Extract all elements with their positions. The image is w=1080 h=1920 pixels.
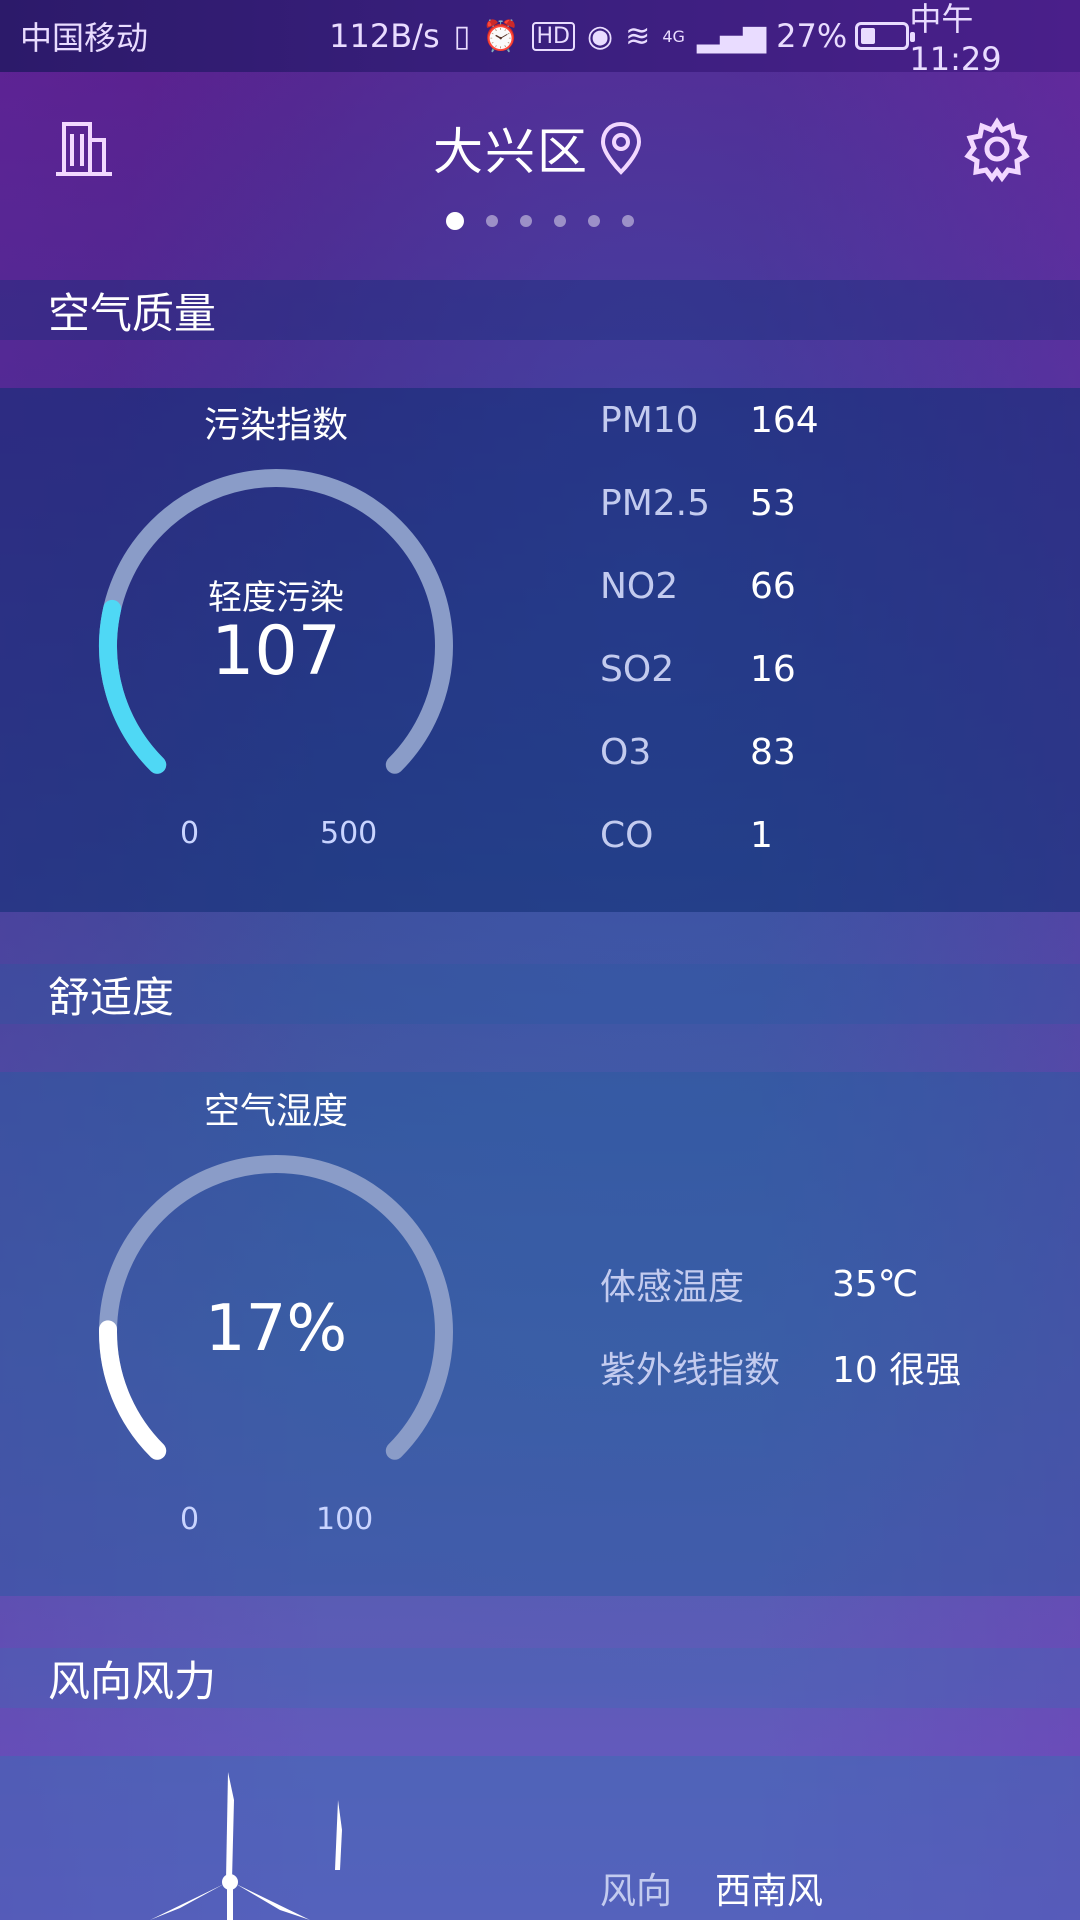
page-dot-4[interactable] (554, 215, 566, 227)
page-dot-3[interactable] (520, 215, 532, 227)
comfort-row-feels-like: 体感温度 35℃ (600, 1256, 1030, 1312)
aqi-gauge: 轻度污染 107 0 500 (96, 466, 456, 856)
humidity-gauge: 17% 0 100 (96, 1152, 456, 1542)
location-title[interactable]: 大兴区 (433, 123, 589, 181)
aqi-max: 500 (320, 816, 378, 851)
humidity-gauge-label: 空气湿度 (203, 1091, 348, 1132)
comfort-name: 体感温度 (600, 1267, 745, 1308)
pollutant-row-so2: SO2 16 (600, 641, 1030, 697)
building-icon[interactable] (48, 114, 118, 184)
pollutant-row-pm25: PM2.5 53 (600, 475, 1030, 531)
alarm-icon: ⏰ (482, 18, 520, 54)
comfort-name: 紫外线指数 (600, 1350, 781, 1391)
pollutant-name: CO (600, 814, 654, 856)
status-icons: ▯ ⏰ HD ◉ ≋ 4G ▂▄▆ (454, 19, 766, 54)
pollutant-value: 66 (750, 565, 796, 607)
aqi-gauge-card: 污染指数 轻度污染 107 0 500 (0, 388, 552, 862)
vibrate-icon: ▯ (453, 18, 471, 54)
location-pin-icon[interactable] (595, 118, 647, 178)
battery-icon (855, 22, 916, 50)
wind-turbine-icon (150, 1772, 342, 1920)
page-dot-5[interactable] (588, 215, 600, 227)
pollutant-name: PM2.5 (600, 482, 711, 524)
aqi-gauge-svg (99, 468, 453, 774)
pollutant-value: 164 (750, 399, 819, 441)
page-dot-2[interactable] (486, 215, 498, 227)
clock: 中午11:29 (909, 0, 1002, 78)
page-indicator[interactable] (0, 212, 1080, 230)
humidity-gauge-card: 空气湿度 17% 0 100 (0, 1072, 552, 1546)
aqi-value: 107 (211, 612, 341, 691)
page-dot-1[interactable] (446, 212, 464, 230)
signal-icon: ▂▄▆ (696, 18, 767, 54)
humidity-value: 17% (204, 1292, 348, 1366)
network-speed: 112B/s (329, 17, 440, 55)
humidity-gauge-fill (99, 1320, 167, 1460)
pollutant-row-pm10: PM10 164 (600, 392, 1030, 448)
carrier-name: 中国移动 (20, 19, 149, 57)
comfort-title-band (0, 964, 1080, 1024)
section-title-comfort: 舒适度 (48, 972, 175, 1022)
hd-icon: HD (531, 21, 575, 51)
pollutant-name: NO2 (600, 565, 679, 607)
comfort-value: 35℃ (832, 1263, 919, 1305)
pollutant-value: 16 (750, 648, 796, 690)
gear-icon[interactable] (962, 114, 1032, 184)
eye-icon: ◉ (586, 18, 614, 54)
wifi-icon: ≋ (625, 18, 651, 54)
comfort-row-uv: 紫外线指数 10 很强 (600, 1339, 1030, 1395)
section-title-air-quality: 空气质量 (48, 288, 217, 338)
pollutant-row-no2: NO2 66 (600, 558, 1030, 614)
wind-value: 西南风 (715, 1871, 824, 1912)
battery-percent: 27% (776, 17, 848, 55)
wind-band (0, 1756, 1080, 1920)
humidity-max: 100 (316, 1502, 374, 1537)
section-title-wind: 风向风力 (48, 1656, 217, 1706)
humidity-min: 0 (180, 1502, 200, 1537)
aqi-gauge-fill (99, 599, 167, 774)
page-dot-6[interactable] (622, 215, 634, 227)
pollutant-row-co: CO 1 (600, 807, 1030, 863)
aqi-min: 0 (180, 816, 200, 851)
pollutant-value: 83 (750, 731, 796, 773)
pollutant-row-o3: O3 83 (600, 724, 1030, 780)
pollutant-name: O3 (600, 731, 652, 773)
pollutant-value: 1 (750, 814, 773, 856)
signal-label: 4G (662, 26, 685, 46)
wind-title-band (0, 1648, 1080, 1708)
wind-row-direction: 风向 西南风 (600, 1860, 1030, 1916)
app-header: 大兴区 (0, 110, 1080, 186)
air-quality-band (0, 388, 1080, 912)
pollutant-name: PM10 (600, 399, 699, 441)
pollutant-name: SO2 (600, 648, 675, 690)
aqi-gauge-label: 污染指数 (203, 405, 348, 446)
comfort-value: 10 很强 (832, 1350, 962, 1391)
comfort-band (0, 1072, 1080, 1596)
aqi-status: 轻度污染 (208, 578, 344, 618)
pollutant-value: 53 (750, 482, 796, 524)
humidity-gauge-svg (99, 1154, 453, 1460)
status-bar: 中国移动 112B/s ▯ ⏰ HD ◉ ≋ 4G ▂▄▆ 27% 中午11:2… (0, 0, 1080, 78)
air-quality-title-band (0, 280, 1080, 340)
wind-name: 风向 (600, 1871, 673, 1912)
